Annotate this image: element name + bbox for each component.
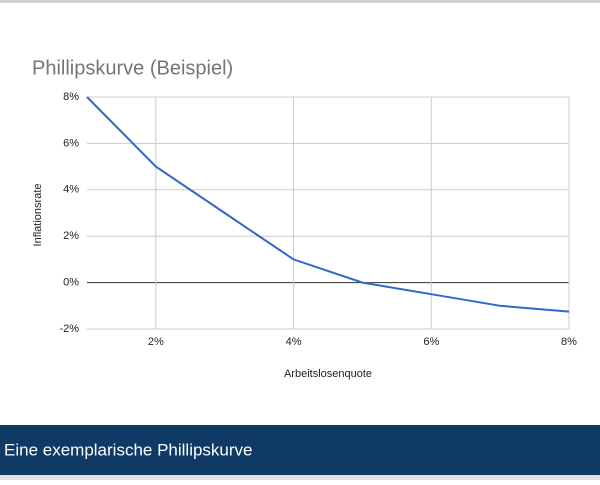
- x-tick-label: 2%: [148, 336, 164, 348]
- x-tick-label: 6%: [423, 336, 439, 348]
- caption: Eine exemplarische Phillipskurve: [4, 440, 253, 459]
- caption-shadow: [0, 475, 600, 480]
- y-tick-label: -2%: [59, 323, 79, 335]
- x-tick-label: 4%: [286, 336, 302, 348]
- y-tick-label: 4%: [63, 184, 79, 196]
- y-tick-label: 8%: [63, 91, 79, 103]
- caption-band: [0, 425, 600, 475]
- y-tick-label: 6%: [63, 137, 79, 149]
- y-tick-label: 2%: [63, 230, 79, 242]
- chart-title: Phillipskurve (Beispiel): [32, 57, 233, 79]
- x-tick-label: 8%: [561, 336, 577, 348]
- line: [86, 96, 570, 313]
- y-tick-label: 0%: [63, 277, 79, 289]
- top-border: [0, 0, 600, 3]
- y-axis-label: Inflationsrate: [32, 184, 44, 247]
- x-axis-label: Arbeitslosenquote: [284, 368, 372, 380]
